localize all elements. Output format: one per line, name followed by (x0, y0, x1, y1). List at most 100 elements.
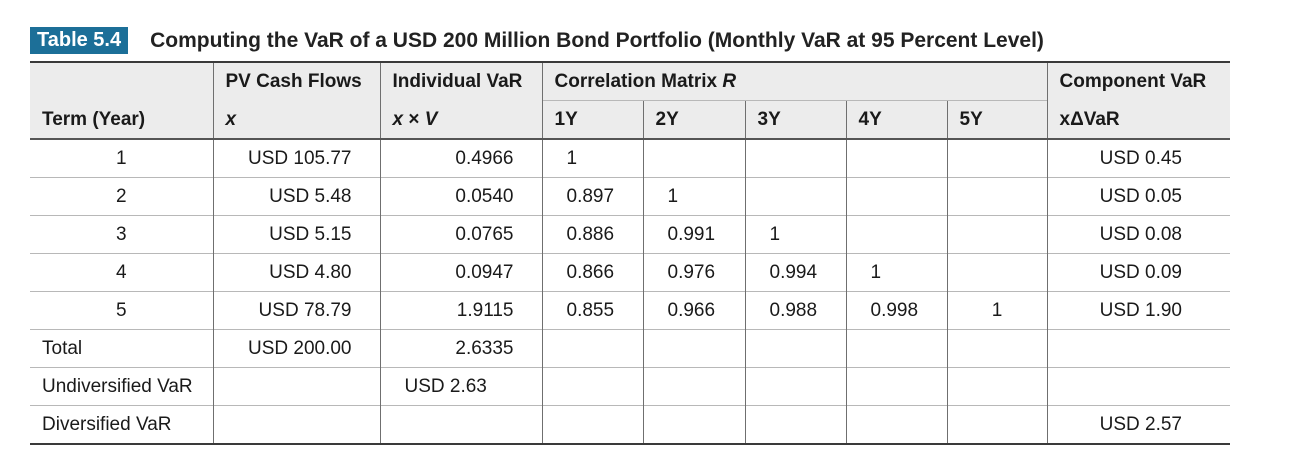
total-label: Total (30, 329, 213, 368)
table-row: 1 USD 105.77 0.4966 1 USD 0.45 (30, 138, 1230, 178)
term-cell: 3 (30, 215, 213, 254)
header-x: x (212, 100, 380, 139)
corr-3y-cell (744, 177, 846, 216)
corr-5y-cell (946, 215, 1047, 254)
times-symbol: × (403, 108, 425, 130)
header-3y: 3Y (744, 100, 846, 139)
total-pv-cell: USD 200.00 (212, 329, 380, 368)
header-4y: 4Y (845, 100, 947, 139)
empty-cell (541, 405, 643, 445)
component-var-cell: USD 1.90 (1046, 291, 1230, 330)
header-individual-var: Individual VaR (379, 61, 542, 101)
corr-1y-cell: 0.866 (541, 253, 643, 292)
empty-cell (642, 405, 745, 445)
undiversified-var-label: Undiversified VaR (30, 367, 213, 406)
header-pv-cash-flows: PV Cash Flows (212, 61, 380, 101)
pv-cell: USD 5.48 (212, 177, 380, 216)
header-5y: 5Y (946, 100, 1047, 139)
corr-4y-cell (845, 138, 947, 178)
table-row: 4 USD 4.80 0.0947 0.866 0.976 0.994 1 US… (30, 253, 1230, 292)
component-var-cell: USD 0.08 (1046, 215, 1230, 254)
header-row-top: PV Cash Flows Individual VaR Correlation… (30, 61, 1230, 101)
empty-cell (212, 367, 380, 406)
header-x-times-v: x × V (379, 100, 542, 139)
empty-cell (642, 329, 745, 368)
corr-1y-cell: 0.897 (541, 177, 643, 216)
table-row: 5 USD 78.79 1.9115 0.855 0.966 0.988 0.9… (30, 291, 1230, 330)
corr-3y-cell: 0.988 (744, 291, 846, 330)
individual-var-cell: 0.0947 (379, 253, 542, 292)
empty-cell (379, 405, 542, 445)
corr-1y-cell: 1 (541, 138, 643, 178)
pv-cell: USD 5.15 (212, 215, 380, 254)
individual-var-cell: 1.9115 (379, 291, 542, 330)
individual-var-cell: 0.0765 (379, 215, 542, 254)
component-var-cell: USD 0.09 (1046, 253, 1230, 292)
corr-2y-cell: 0.976 (642, 253, 745, 292)
pv-cell: USD 78.79 (212, 291, 380, 330)
individual-var-cell: 0.0540 (379, 177, 542, 216)
correlation-matrix-symbol: R (722, 70, 737, 92)
individual-var-cell: 0.4966 (379, 138, 542, 178)
table-caption: Table 5.4 Computing the VaR of a USD 200… (30, 27, 1044, 54)
corr-4y-cell: 0.998 (845, 291, 947, 330)
corr-2y-cell (642, 138, 745, 178)
header-row-sub: Term (Year) x x × V 1Y 2Y 3Y 4Y 5Y xΔVaR (30, 100, 1230, 139)
total-row: Total USD 200.00 2.6335 (30, 329, 1230, 368)
corr-5y-cell (946, 177, 1047, 216)
term-cell: 5 (30, 291, 213, 330)
diversified-var-row: Diversified VaR USD 2.57 (30, 405, 1230, 445)
empty-cell (541, 329, 643, 368)
component-var-cell: USD 0.45 (1046, 138, 1230, 178)
term-cell: 2 (30, 177, 213, 216)
pv-cell: USD 105.77 (212, 138, 380, 178)
corr-1y-cell: 0.855 (541, 291, 643, 330)
empty-cell (946, 329, 1047, 368)
empty-cell (1046, 367, 1230, 406)
diversified-var-label: Diversified VaR (30, 405, 213, 445)
empty-cell (946, 405, 1047, 445)
diversified-var-value: USD 2.57 (1046, 405, 1230, 445)
empty-cell (845, 405, 947, 445)
x-symbol: x (392, 108, 404, 130)
header-x-delta-var: xΔVaR (1046, 100, 1230, 139)
term-cell: 4 (30, 253, 213, 292)
corr-2y-cell: 1 (642, 177, 745, 216)
table-number-badge: Table 5.4 (30, 27, 129, 54)
corr-2y-cell: 0.966 (642, 291, 745, 330)
empty-cell (845, 367, 947, 406)
header-component-var: Component VaR (1046, 61, 1230, 101)
corr-5y-cell (946, 253, 1047, 292)
header-correlation-matrix: Correlation Matrix R (541, 61, 1047, 101)
empty-cell (212, 405, 380, 445)
correlation-matrix-label: Correlation Matrix (554, 70, 718, 92)
corr-3y-cell: 1 (744, 215, 846, 254)
var-table: PV Cash Flows Individual VaR Correlation… (30, 61, 1230, 445)
undiversified-var-value: USD 2.63 (379, 367, 542, 406)
corr-2y-cell: 0.991 (642, 215, 745, 254)
corr-3y-cell: 0.994 (744, 253, 846, 292)
corr-5y-cell: 1 (946, 291, 1047, 330)
term-cell: 1 (30, 138, 213, 178)
total-individual-var-cell: 2.6335 (379, 329, 542, 368)
header-term: Term (Year) (30, 100, 213, 139)
table-row: 3 USD 5.15 0.0765 0.886 0.991 1 USD 0.08 (30, 215, 1230, 254)
empty-cell (845, 329, 947, 368)
empty-cell (642, 367, 745, 406)
empty-cell (541, 367, 643, 406)
corr-4y-cell (845, 177, 947, 216)
empty-cell (744, 329, 846, 368)
empty-cell (744, 367, 846, 406)
corr-4y-cell (845, 215, 947, 254)
corr-5y-cell (946, 138, 1047, 178)
empty-cell (946, 367, 1047, 406)
table-title: Computing the VaR of a USD 200 Million B… (150, 28, 1044, 52)
corr-4y-cell: 1 (845, 253, 947, 292)
pv-cell: USD 4.80 (212, 253, 380, 292)
corr-1y-cell: 0.886 (541, 215, 643, 254)
empty-cell (744, 405, 846, 445)
v-symbol: V (424, 108, 438, 130)
corr-3y-cell (744, 138, 846, 178)
header-1y: 1Y (541, 100, 643, 139)
component-var-cell: USD 0.05 (1046, 177, 1230, 216)
